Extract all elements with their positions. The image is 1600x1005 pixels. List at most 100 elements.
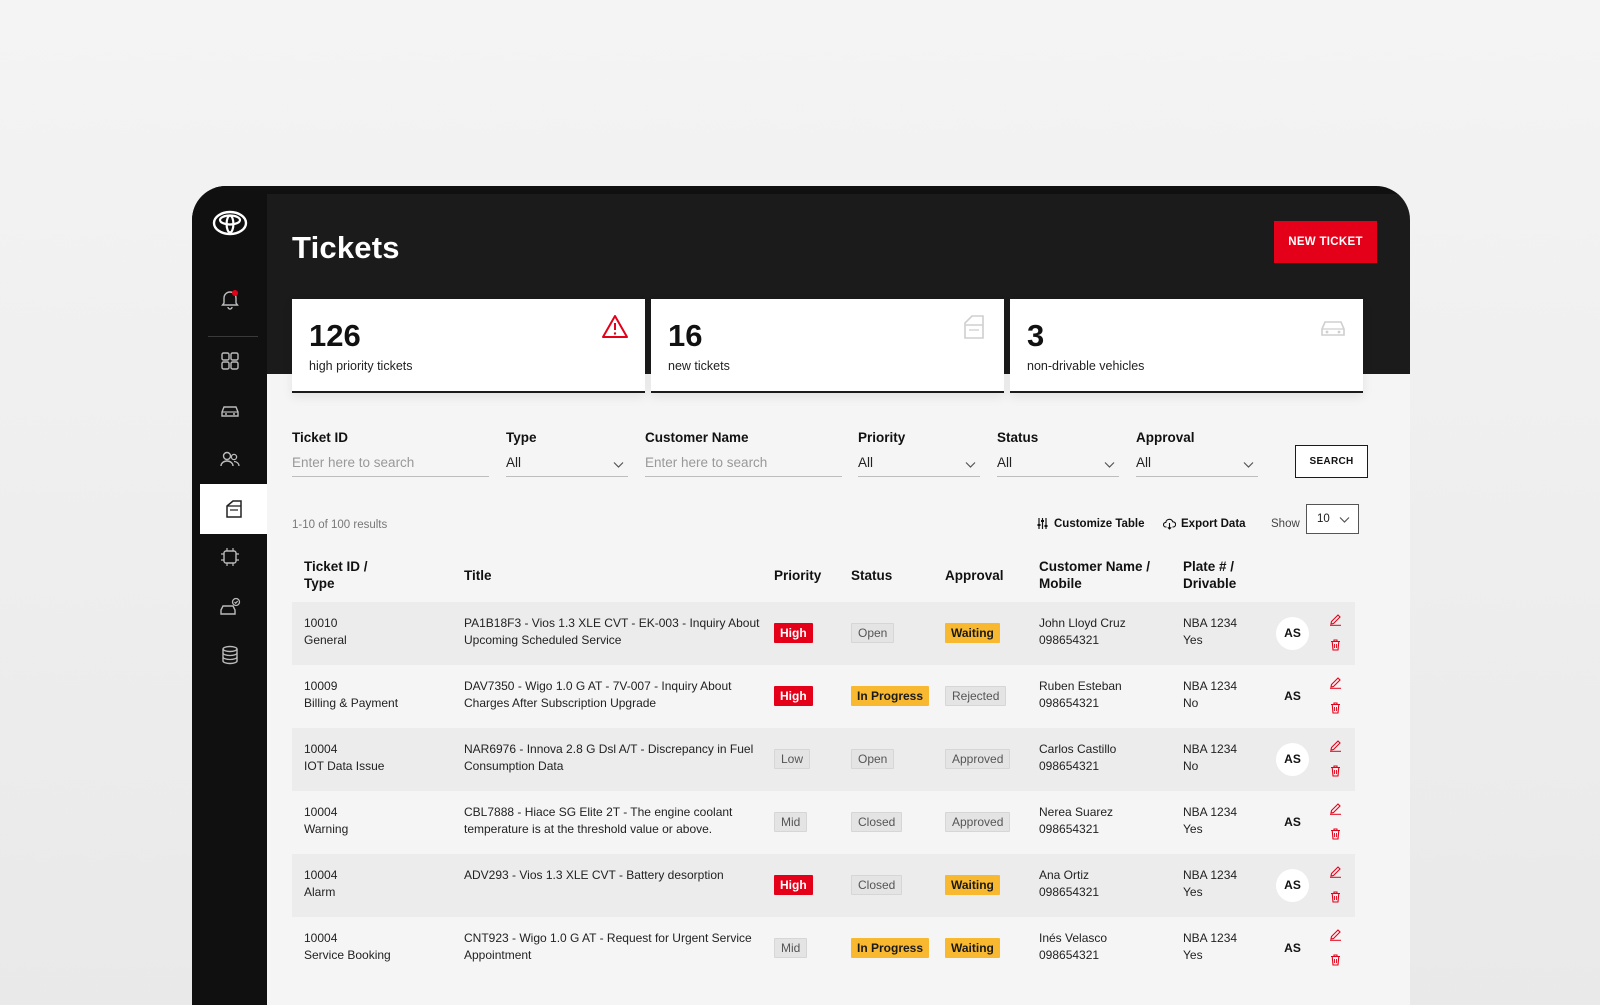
filter-label: Approval [1136, 430, 1195, 445]
table-row[interactable]: 10004 Alarm ADV293 - Vios 1.3 XLE CVT - Ba… [292, 854, 1355, 917]
sidebar-item-notifications[interactable] [192, 274, 267, 324]
customer-mobile: 098654321 [1039, 633, 1100, 647]
warning-icon [602, 315, 628, 338]
edit-icon[interactable] [1329, 802, 1342, 815]
sidebar-item-customers[interactable] [192, 434, 267, 484]
trash-icon[interactable] [1329, 701, 1342, 714]
edit-icon[interactable] [1329, 613, 1342, 626]
priority-select[interactable]: All [858, 455, 980, 477]
trash-icon[interactable] [1329, 638, 1342, 651]
status-badge: Open [851, 749, 895, 769]
drivable-value: Yes [1183, 633, 1203, 647]
new-ticket-button[interactable]: NEW TICKET [1274, 221, 1377, 263]
table-body: 10010 General PA1B18F3 - Vios 1.3 XLE CVT … [292, 602, 1355, 980]
select-value: 10 [1317, 513, 1330, 525]
assignee-avatar[interactable]: AS [1276, 617, 1309, 650]
assignee-avatar[interactable]: AS [1276, 869, 1309, 902]
trash-icon[interactable] [1329, 827, 1342, 840]
column-header-approval[interactable]: Approval [945, 568, 1004, 583]
ticket-title[interactable]: ADV293 - Vios 1.3 XLE CVT - Battery deso… [464, 868, 724, 882]
stat-card-non-drivable[interactable]: 3 non-drivable vehicles [1010, 299, 1363, 393]
trash-icon[interactable] [1329, 764, 1342, 777]
ticket-id: 10010 [304, 616, 338, 630]
chevron-down-icon [1243, 462, 1254, 468]
priority-badge: Mid [774, 938, 808, 958]
customer-mobile: 098654321 [1039, 885, 1100, 899]
table-row[interactable]: 10004 IOT Data Issue NAR6976 - Innova 2.8 … [292, 728, 1355, 791]
ticket-title[interactable]: NAR6976 - Innova 2.8 G Dsl A/T - Discrep… [464, 742, 754, 773]
sidebar [192, 186, 267, 1005]
assignee-avatar[interactable]: AS [1284, 941, 1301, 955]
filter-label: Type [506, 430, 537, 445]
status-badge: Open [851, 623, 895, 643]
trash-icon[interactable] [1329, 890, 1342, 903]
table-row[interactable]: 10010 General PA1B18F3 - Vios 1.3 XLE CVT … [292, 602, 1355, 665]
stat-label: high priority tickets [309, 359, 413, 373]
sidebar-item-devices[interactable] [192, 532, 267, 582]
bell-icon [220, 290, 239, 310]
filter-customer-name: Customer Name [645, 430, 842, 477]
select-value: All [506, 455, 522, 470]
filter-ticket-id: Ticket ID [292, 430, 489, 477]
column-header-plate[interactable]: Plate # / Drivable [1183, 559, 1237, 591]
ticket-type: General [304, 633, 347, 647]
edit-icon[interactable] [1329, 676, 1342, 689]
status-select[interactable]: All [997, 455, 1119, 477]
sidebar-item-dashboard[interactable] [192, 336, 267, 386]
edit-icon[interactable] [1329, 928, 1342, 941]
ticket-type: Service Booking [304, 948, 391, 962]
stat-label: new tickets [668, 359, 730, 373]
assignee-avatar[interactable]: AS [1284, 689, 1301, 703]
column-header-priority[interactable]: Priority [774, 568, 822, 583]
stat-value: 126 [309, 318, 361, 353]
assignee-avatar[interactable]: AS [1284, 815, 1301, 829]
ticket-title[interactable]: PA1B18F3 - Vios 1.3 XLE CVT - EK-003 - I… [464, 616, 760, 647]
edit-icon[interactable] [1329, 739, 1342, 752]
type-select[interactable]: All [506, 455, 628, 477]
customer-name: Nerea Suarez [1039, 805, 1114, 819]
page-size-select[interactable]: 10 [1306, 504, 1359, 534]
page-title: Tickets [292, 230, 400, 265]
assignee-avatar[interactable]: AS [1276, 743, 1309, 776]
customer-name: Ruben Esteban [1039, 679, 1122, 693]
column-header-id-type[interactable]: Ticket ID / Type [304, 559, 368, 591]
stat-card-new-tickets[interactable]: 16 new tickets [651, 299, 1004, 393]
filter-label: Priority [858, 430, 906, 445]
filter-priority: Priority All [858, 430, 980, 477]
sidebar-item-tickets[interactable] [200, 484, 267, 534]
customer-name: Inés Velasco [1039, 931, 1108, 945]
column-header-status[interactable]: Status [851, 568, 893, 583]
trash-icon[interactable] [1329, 953, 1342, 966]
customer-name-input[interactable] [645, 455, 842, 470]
customer-mobile: 098654321 [1039, 696, 1100, 710]
sidebar-divider [208, 336, 258, 337]
search-button[interactable]: SEARCH [1295, 445, 1368, 478]
ticket-id: 10004 [304, 742, 338, 756]
ticket-id-input[interactable] [292, 455, 489, 470]
table-row[interactable]: 10004 Service Booking CNT923 - Wigo 1.0 G … [292, 917, 1355, 980]
sidebar-item-service[interactable] [192, 582, 267, 632]
column-header-customer[interactable]: Customer Name / Mobile [1039, 559, 1151, 591]
ticket-id: 10004 [304, 805, 338, 819]
toyota-logo-icon[interactable] [212, 210, 248, 236]
sidebar-item-database[interactable] [192, 630, 267, 680]
ticket-title[interactable]: CBL7888 - Hiace SG Elite 2T - The engine… [464, 805, 733, 836]
stat-card-high-priority[interactable]: 126 high priority tickets [292, 299, 645, 393]
column-header-title[interactable]: Title [464, 568, 492, 583]
sidebar-item-vehicles[interactable] [192, 385, 267, 435]
export-data-button[interactable]: Export Data [1163, 517, 1246, 530]
ticket-title[interactable]: DAV7350 - Wigo 1.0 G AT - 7V-007 - Inqui… [464, 679, 732, 710]
car-icon [1321, 321, 1345, 336]
table-row[interactable]: 10004 Warning CBL7888 - Hiace SG Elite 2T … [292, 791, 1355, 854]
stat-value: 3 [1027, 318, 1045, 353]
car-service-icon [219, 597, 240, 615]
approval-badge: Waiting [945, 875, 1000, 895]
approval-select[interactable]: All [1136, 455, 1258, 477]
customize-table-button[interactable]: Customize Table [1036, 517, 1145, 530]
edit-icon[interactable] [1329, 865, 1342, 878]
ticket-title[interactable]: CNT923 - Wigo 1.0 G AT - Request for Urg… [464, 931, 752, 962]
approval-badge: Rejected [945, 686, 1007, 706]
table-row[interactable]: 10009 Billing & Payment DAV7350 - Wigo 1.0… [292, 665, 1355, 728]
filter-status: Status All [997, 430, 1119, 477]
priority-badge: High [774, 686, 813, 706]
